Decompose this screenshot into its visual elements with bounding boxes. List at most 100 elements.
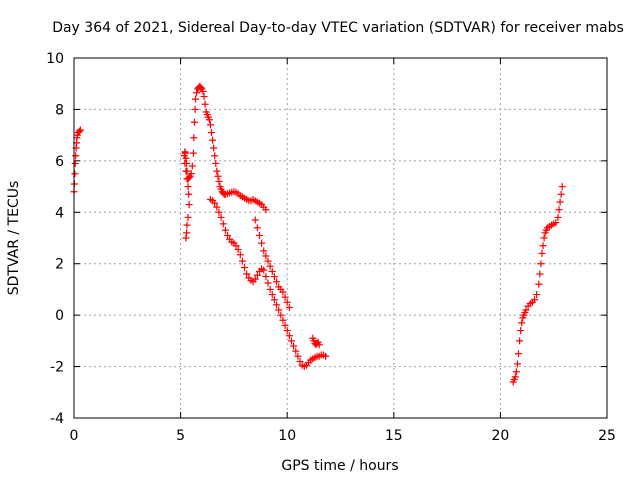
data-point [554, 213, 562, 221]
series-segment-3 [206, 195, 330, 371]
data-point [193, 89, 201, 97]
data-point [197, 84, 205, 92]
data-point [219, 220, 227, 228]
data-point [180, 152, 188, 160]
data-point [255, 231, 263, 239]
series-segment-6 [309, 334, 323, 349]
data-point [232, 242, 240, 250]
data-point [253, 271, 261, 279]
data-point [210, 144, 218, 152]
data-point [511, 373, 519, 381]
data-point [260, 247, 268, 255]
y-tick-label: -4 [50, 411, 64, 427]
x-tick-label: 15 [385, 428, 403, 444]
data-point [72, 152, 80, 160]
chart-title: Day 364 of 2021, Sidereal Day-to-day VTE… [52, 20, 624, 36]
data-point [266, 285, 274, 293]
data-point [270, 273, 278, 281]
data-point [556, 198, 564, 206]
data-point [513, 360, 521, 368]
data-point [531, 296, 539, 304]
data-point [285, 332, 293, 340]
data-point [266, 262, 274, 270]
data-point [315, 341, 323, 349]
y-tick-label: 2 [55, 257, 64, 273]
data-point [190, 134, 198, 142]
grid-lines [74, 58, 607, 418]
data-point [185, 190, 193, 198]
data-point [535, 280, 543, 288]
data-point [185, 174, 193, 182]
data-point [251, 275, 259, 283]
data-point [287, 337, 295, 345]
data-point [213, 203, 221, 211]
data-point [538, 249, 546, 257]
y-tick-label: 6 [55, 154, 64, 170]
series-segment-4 [221, 188, 270, 214]
data-point [187, 170, 195, 178]
series-segment-5 [251, 216, 293, 311]
data-point [184, 213, 192, 221]
data-point [533, 291, 541, 299]
data-point [258, 239, 266, 247]
data-point [200, 93, 208, 101]
data-point [183, 221, 191, 229]
data-point [211, 199, 219, 207]
data-point [75, 127, 83, 135]
data-point [279, 288, 287, 296]
data-point [188, 162, 196, 170]
y-tick-label: 8 [55, 102, 64, 118]
data-point [214, 172, 222, 180]
data-point [268, 267, 276, 275]
data-point [236, 251, 244, 259]
series-segment-7 [509, 183, 566, 386]
data-point [189, 149, 197, 157]
data-point [185, 201, 193, 209]
data-point [273, 278, 281, 286]
data-point [270, 296, 278, 304]
data-point [262, 206, 270, 214]
x-tick-label: 25 [598, 428, 616, 444]
data-point [241, 264, 249, 272]
data-point [281, 321, 289, 329]
data-point [518, 319, 526, 327]
data-point [238, 257, 246, 265]
data-point [515, 350, 523, 358]
data-point [290, 342, 298, 350]
data-point [76, 126, 84, 134]
data-point [215, 177, 223, 185]
data-point [552, 219, 560, 227]
data-point [184, 183, 192, 191]
y-tick-label: 0 [55, 308, 64, 324]
data-point [182, 234, 190, 242]
data-point [522, 306, 530, 314]
data-point [264, 279, 272, 287]
axis-ticks [73, 57, 608, 419]
data-point [205, 116, 213, 124]
data-point [557, 190, 565, 198]
data-point [71, 159, 79, 167]
x-tick-label: 10 [278, 428, 296, 444]
data-point [277, 311, 285, 319]
data-point [190, 118, 198, 126]
data-point [262, 252, 270, 260]
data-point [517, 327, 525, 335]
data-point [268, 291, 276, 299]
data-point [540, 234, 548, 242]
y-tick-label: 10 [46, 51, 64, 67]
data-point [199, 87, 207, 95]
data-points [70, 82, 566, 386]
data-point [558, 183, 566, 191]
data-point [192, 95, 200, 103]
data-point [191, 105, 199, 113]
data-point [279, 316, 287, 324]
tick-labels: 0 5 10 15 20 25 -4 -2 0 2 4 6 8 10 [46, 51, 616, 444]
data-point [206, 121, 214, 129]
data-point [275, 306, 283, 314]
x-tick-label: 0 [70, 428, 79, 444]
data-point [296, 357, 304, 365]
data-point [221, 226, 229, 234]
data-point [208, 129, 216, 137]
data-point [292, 347, 300, 355]
